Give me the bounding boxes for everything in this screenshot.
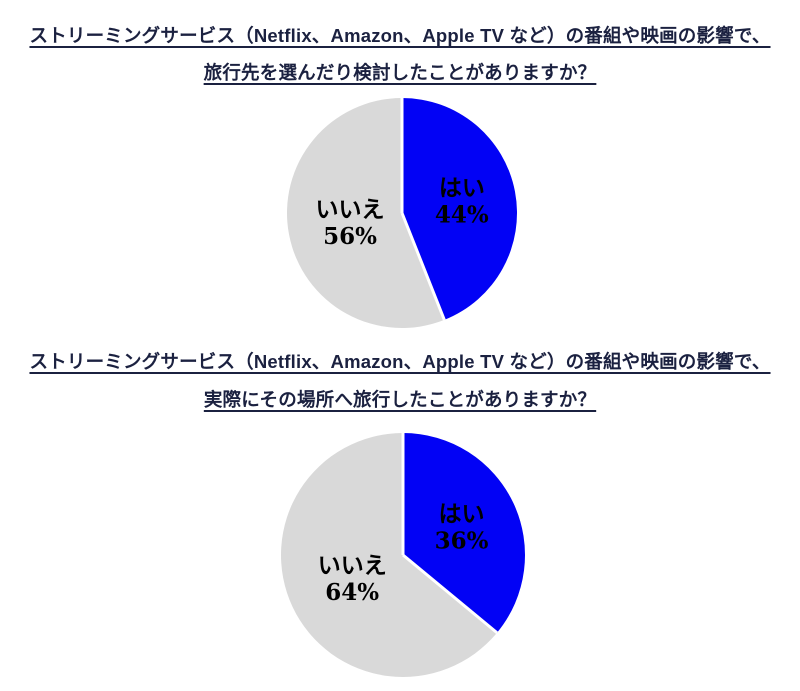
pie-chart-2: はい 36% いいえ 64%	[280, 433, 525, 677]
chart-1-title-line-1-text: ストリーミングサービス（Netflix、Amazon、Apple TV など）の…	[29, 25, 771, 46]
pie-label-no: いいえ 56%	[316, 196, 385, 250]
chart-1-title-line-1: ストリーミングサービス（Netflix、Amazon、Apple TV など）の…	[0, 22, 800, 48]
pie-chart-1: はい 44% いいえ 56%	[287, 98, 517, 328]
slice-divider	[400, 212, 446, 321]
pie-slice-no	[287, 98, 445, 328]
pie-slice-no	[280, 433, 498, 677]
chart-2-title-line-2: 実際にその場所へ旅行したことがありますか？	[0, 386, 800, 412]
pie-label-yes: はい 44%	[435, 175, 489, 229]
pie-label-yes: はい 36%	[435, 500, 489, 554]
chart-2-title-line-1: ストリーミングサービス（Netflix、Amazon、Apple TV など）の…	[0, 348, 800, 374]
chart-1-title-line-2-text: 旅行先を選んだり検討したことがありますか？	[203, 62, 597, 83]
chart-1-title-line-2: 旅行先を選んだり検討したことがありますか？	[0, 59, 800, 85]
chart-2-title-line-2-text: 実際にその場所へ旅行したことがありますか？	[203, 389, 597, 410]
pie-slice-yes	[403, 433, 525, 633]
pie-slice-yes	[402, 98, 517, 320]
chart-2-title-line-1-text: ストリーミングサービス（Netflix、Amazon、Apple TV など）の…	[29, 351, 771, 372]
slice-divider	[402, 553, 498, 634]
pie-label-no: いいえ 64%	[318, 552, 387, 606]
